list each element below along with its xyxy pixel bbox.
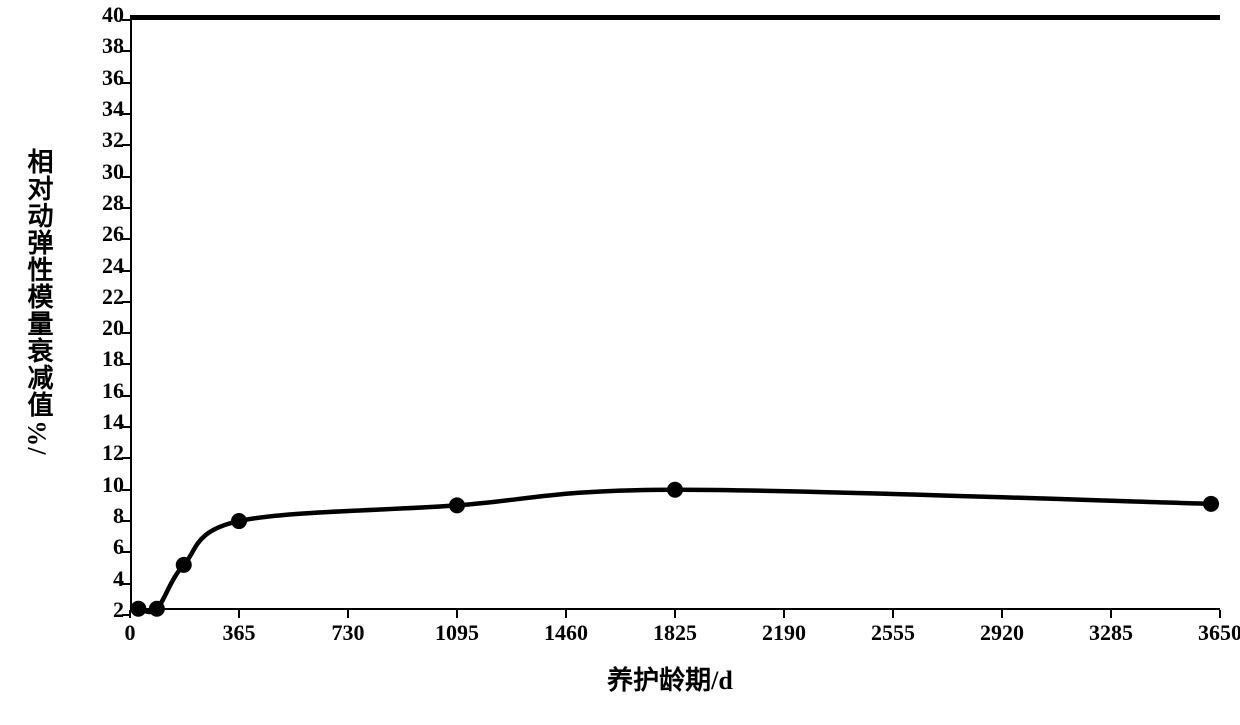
x-tick-label: 365 <box>223 620 256 646</box>
x-tick-label: 1825 <box>653 620 697 646</box>
y-tick-label: 26 <box>84 221 124 247</box>
x-tick-label: 1460 <box>544 620 588 646</box>
plot-area <box>130 15 1220 610</box>
chart-container: 相对动弹性模量衰减值/% 养护龄期/d 24681012141618202224… <box>0 0 1240 725</box>
y-tick-label: 36 <box>84 65 124 91</box>
x-tick-mark <box>1110 610 1112 618</box>
y-tick-label: 38 <box>84 33 124 59</box>
y-tick-label: 8 <box>84 503 124 529</box>
y-tick-label: 16 <box>84 378 124 404</box>
data-point <box>231 513 247 529</box>
x-tick-label: 2555 <box>871 620 915 646</box>
y-tick-label: 18 <box>84 346 124 372</box>
y-tick-label: 22 <box>84 284 124 310</box>
x-tick-mark <box>347 610 349 618</box>
x-tick-mark <box>1219 610 1221 618</box>
x-tick-mark <box>565 610 567 618</box>
x-tick-label: 2190 <box>762 620 806 646</box>
y-tick-label: 24 <box>84 253 124 279</box>
y-tick-label: 6 <box>84 534 124 560</box>
data-point <box>449 497 465 513</box>
data-point <box>176 557 192 573</box>
x-tick-mark <box>892 610 894 618</box>
y-tick-label: 10 <box>84 472 124 498</box>
x-tick-label: 3650 <box>1198 620 1240 646</box>
x-tick-mark <box>783 610 785 618</box>
y-tick-label: 32 <box>84 127 124 153</box>
x-tick-mark <box>238 610 240 618</box>
y-axis-title-suffix: /% <box>23 419 53 454</box>
y-axis-title: 相对动弹性模量衰减值/% <box>20 148 57 452</box>
y-tick-label: 30 <box>84 159 124 185</box>
y-axis-title-cjk: 相对动弹性模量衰减值 <box>24 148 53 418</box>
x-tick-mark <box>456 610 458 618</box>
y-tick-label: 28 <box>84 190 124 216</box>
x-axis-title: 养护龄期/d <box>607 660 733 697</box>
data-line <box>138 490 1211 612</box>
x-tick-label: 2920 <box>980 620 1024 646</box>
y-tick-label: 2 <box>84 597 124 623</box>
y-tick-label: 40 <box>84 2 124 28</box>
data-point <box>149 601 165 617</box>
y-tick-label: 14 <box>84 409 124 435</box>
x-tick-label: 0 <box>125 620 136 646</box>
x-tick-label: 3285 <box>1089 620 1133 646</box>
data-point <box>667 482 683 498</box>
chart-svg <box>130 20 1220 610</box>
data-point <box>130 601 146 617</box>
data-point <box>1203 496 1219 512</box>
x-tick-mark <box>1001 610 1003 618</box>
y-tick-label: 12 <box>84 440 124 466</box>
x-tick-label: 1095 <box>435 620 479 646</box>
x-tick-label: 730 <box>332 620 365 646</box>
y-tick-label: 20 <box>84 315 124 341</box>
y-tick-label: 34 <box>84 96 124 122</box>
x-tick-mark <box>674 610 676 618</box>
y-tick-label: 4 <box>84 566 124 592</box>
